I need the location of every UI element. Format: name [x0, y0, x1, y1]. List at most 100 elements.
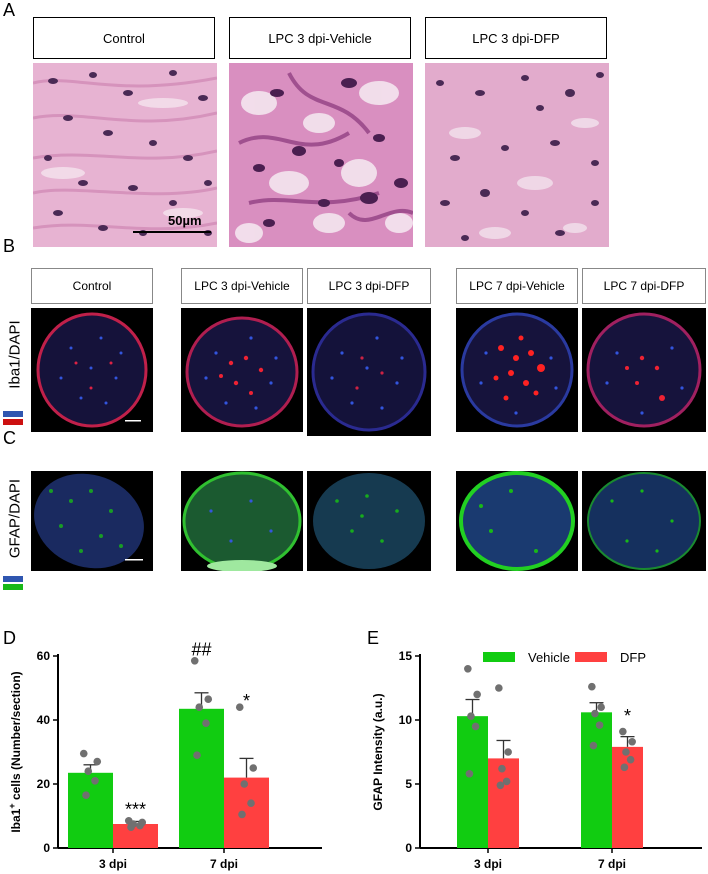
- y-axis-label: GFAP Intensity (a.u.): [371, 693, 385, 810]
- data-point: [127, 823, 135, 831]
- data-point: [495, 684, 503, 692]
- label-lpc3-dfp-b: LPC 3 dpi-DFP: [307, 268, 431, 304]
- panel-letter-a: A: [3, 0, 16, 20]
- data-point: [628, 737, 636, 746]
- panel-letter-b: B: [3, 236, 16, 256]
- bar: [224, 777, 269, 848]
- bar: [179, 708, 224, 848]
- he-control-svg: [33, 63, 217, 247]
- iba1-image-lpc7-dfp: [582, 308, 706, 432]
- x-tick-label: 3 dpi: [99, 857, 127, 871]
- scale-bar-line: [133, 231, 211, 233]
- y-tick-label: 15: [399, 649, 413, 663]
- data-point: [240, 780, 249, 788]
- y-axis-label-main: Iba1: [9, 808, 23, 832]
- significance-marker: ##: [191, 640, 211, 660]
- data-point: [249, 764, 258, 772]
- gfap-image-lpc7-dfp: [582, 471, 706, 571]
- gfap-image-lpc3-dfp: [307, 471, 431, 571]
- gfap-image-control: [31, 471, 153, 571]
- data-point: [620, 763, 629, 772]
- significance-marker: ***: [125, 800, 146, 820]
- label-lpc3-vehicle-b: LPC 3 dpi-Vehicle: [181, 268, 303, 304]
- legend-label: DFP: [620, 650, 646, 665]
- x-tick-label: 7 dpi: [210, 857, 238, 871]
- label-lpc3-vehicle-he: LPC 3 dpi-Vehicle: [229, 17, 411, 59]
- label-control-he: Control: [33, 17, 215, 59]
- data-point: [136, 821, 144, 830]
- y-tick-label: 5: [405, 777, 412, 791]
- he-image-lpc3-vehicle: [229, 63, 413, 247]
- data-point: [238, 810, 246, 819]
- bar: [581, 712, 612, 848]
- data-point: [84, 767, 93, 775]
- data-point: [588, 682, 596, 691]
- stain-label-gfap: GFAP/DAPI: [6, 478, 24, 559]
- data-point: [498, 764, 506, 773]
- y-tick-label: 40: [37, 713, 51, 727]
- data-point: [204, 695, 213, 703]
- y-tick-label: 10: [399, 713, 413, 727]
- label-control-b: Control: [31, 268, 153, 304]
- gfap-image-lpc7-vehicle: [456, 471, 578, 571]
- data-point: [595, 721, 604, 729]
- data-point: [93, 757, 102, 766]
- data-point: [193, 751, 201, 759]
- data-point: [502, 777, 511, 786]
- he-image-control: [33, 63, 217, 247]
- iba1-image-lpc3-vehicle: [181, 308, 303, 432]
- data-point: [473, 690, 481, 699]
- x-tick-label: 7 dpi: [598, 857, 626, 871]
- y-tick-label: 60: [37, 649, 51, 663]
- data-point: [202, 719, 210, 727]
- y-tick-label: 0: [43, 841, 50, 855]
- data-point: [467, 712, 475, 720]
- label-lpc3-dfp-he: LPC 3 dpi-DFP: [425, 17, 607, 59]
- bar: [68, 772, 113, 848]
- iba1-image-control: [31, 308, 153, 432]
- legend-swatch: [483, 652, 515, 662]
- bar: [488, 758, 519, 848]
- label-lpc7-dfp-b: LPC 7 dpi-DFP: [582, 268, 706, 304]
- data-point: [247, 799, 255, 807]
- panel-letter-c: C: [3, 428, 16, 448]
- stain-label-iba1: Iba1/DAPI: [6, 320, 24, 389]
- significance-marker: *: [243, 691, 250, 711]
- data-point: [91, 777, 99, 785]
- legend-label: Vehicle: [528, 650, 570, 665]
- scale-bar-label: 50µm: [168, 213, 202, 228]
- legend-swatch: [575, 652, 607, 662]
- data-point: [190, 657, 199, 665]
- bar: [612, 746, 643, 848]
- data-point: [235, 703, 244, 711]
- swatch-gfap: [3, 584, 23, 590]
- data-point: [589, 741, 598, 750]
- bar: [457, 716, 488, 848]
- swatch-dapi-b: [3, 411, 23, 417]
- panel-letter-d: D: [3, 628, 16, 648]
- swatch-dapi-c: [3, 576, 23, 582]
- data-point: [195, 703, 204, 711]
- data-point: [471, 722, 480, 731]
- iba1-image-lpc3-dfp: [307, 308, 431, 436]
- y-tick-label: 0: [405, 841, 412, 855]
- data-point: [496, 781, 505, 790]
- y-axis-label-sup: +: [7, 803, 17, 808]
- data-point: [591, 709, 599, 718]
- y-axis-label: Iba1+ cells (Number/section): [7, 671, 23, 832]
- chart-gfap-intensity: 0 5 10 15 3 dpi 7 dpi * GFAP Intensity (a.u.) Ve…: [371, 649, 702, 871]
- iba1-image-lpc7-vehicle: [456, 308, 578, 432]
- data-point: [504, 748, 512, 756]
- data-point: [82, 791, 90, 799]
- gfap-image-lpc3-vehicle: [181, 471, 303, 571]
- data-point: [626, 755, 635, 764]
- data-point: [464, 665, 472, 673]
- panel-letter-e: E: [367, 628, 380, 648]
- bar: [113, 824, 158, 848]
- swatch-iba1: [3, 419, 23, 425]
- data-point: [619, 727, 627, 736]
- x-tick-label: 3 dpi: [474, 857, 502, 871]
- y-tick-label: 20: [37, 777, 51, 791]
- data-point: [622, 748, 630, 756]
